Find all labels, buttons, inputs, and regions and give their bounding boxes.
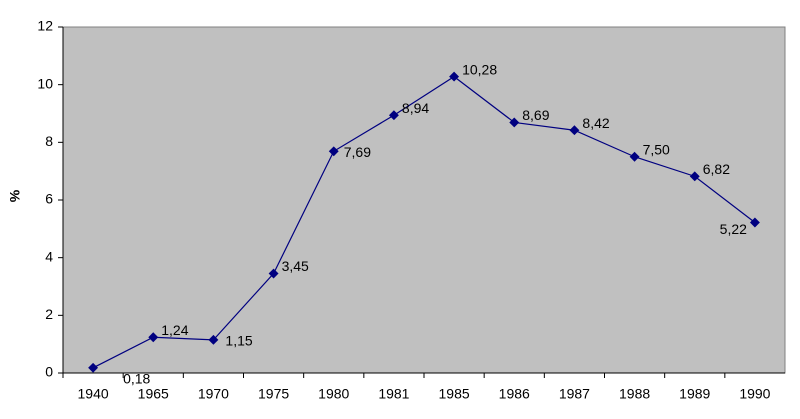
x-tick-label: 1989	[679, 386, 710, 402]
data-label: 1,15	[225, 333, 252, 349]
marker	[268, 268, 279, 279]
x-tick-label: 1975	[258, 386, 289, 402]
y-tick-label: 2	[45, 306, 53, 322]
x-tick-label: 1970	[198, 386, 229, 402]
x-tick-label: 1985	[439, 386, 470, 402]
y-tick-label: 12	[37, 18, 53, 34]
x-tick-label: 1987	[559, 386, 590, 402]
y-axis-label: %	[7, 189, 23, 202]
marker	[749, 217, 760, 228]
marker	[208, 334, 219, 345]
data-label: 8,94	[402, 100, 429, 116]
data-label: 8,69	[522, 107, 549, 123]
marker	[148, 332, 159, 343]
x-tick-label: 1965	[138, 386, 169, 402]
y-tick-label: 4	[45, 248, 53, 264]
x-tick-label: 1980	[318, 386, 349, 402]
data-label: 6,82	[703, 161, 730, 177]
marker	[689, 171, 700, 182]
x-tick-label: 1940	[78, 386, 109, 402]
data-label: 0,18	[123, 371, 150, 387]
marker	[569, 125, 580, 136]
data-label: 3,45	[282, 258, 309, 274]
y-tick-label: 6	[45, 191, 53, 207]
line	[92, 75, 756, 369]
y-tick-label: 0	[45, 364, 53, 380]
marker	[629, 151, 640, 162]
plot-area	[62, 26, 786, 374]
data-label: 7,69	[344, 144, 371, 160]
y-tick-label: 8	[45, 133, 53, 149]
data-label: 5,22	[720, 221, 747, 237]
x-tick-label: 1988	[619, 386, 650, 402]
x-tick-label: 1986	[499, 386, 530, 402]
x-tick-label: 1981	[378, 386, 409, 402]
data-label: 1,24	[161, 322, 188, 338]
data-label: 8,42	[582, 115, 609, 131]
data-label: 7,50	[643, 141, 670, 157]
marker	[328, 146, 339, 157]
x-tick-label: 1990	[739, 386, 770, 402]
y-tick-label: 10	[37, 75, 53, 91]
data-label: 10,28	[462, 61, 497, 77]
